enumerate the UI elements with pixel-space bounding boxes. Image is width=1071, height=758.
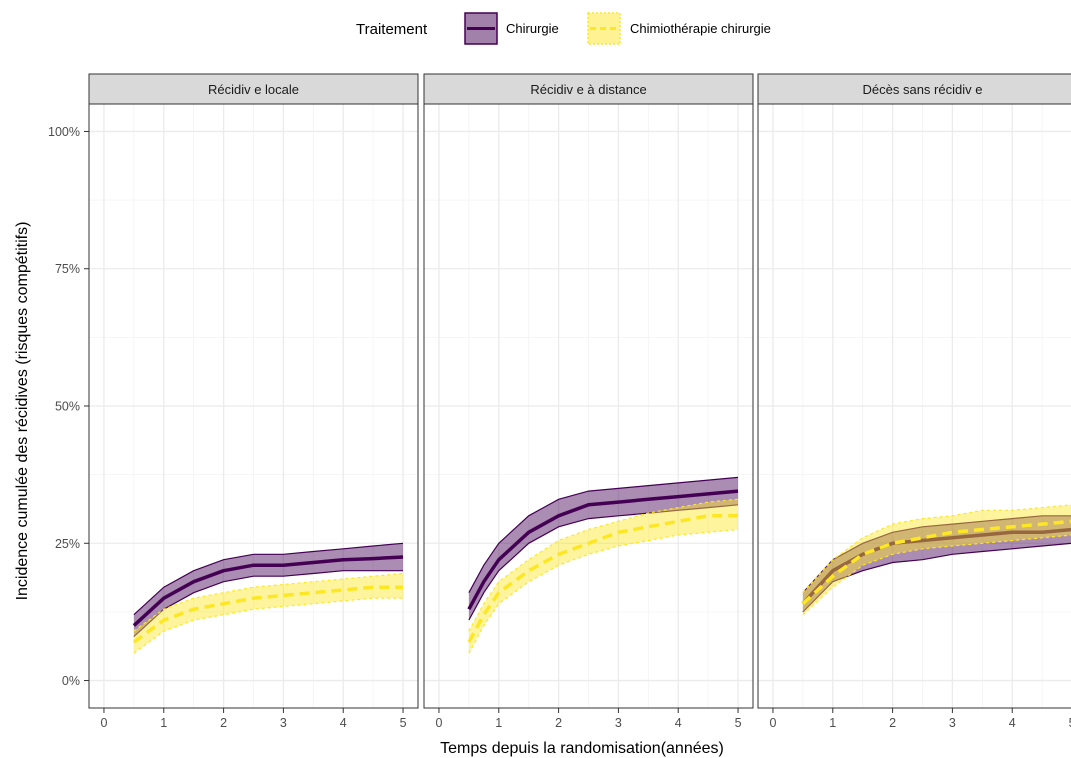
x-tick-label: 0 bbox=[769, 716, 776, 730]
x-axis-title: Temps depuis la randomisation(années) bbox=[440, 740, 724, 757]
panel-border bbox=[423, 103, 754, 709]
band-upper-edge bbox=[802, 515, 1071, 594]
x-tick-label: 5 bbox=[735, 716, 742, 730]
series-chirurgie bbox=[132, 542, 404, 638]
x-tick-label: 2 bbox=[889, 716, 896, 730]
estimate-line bbox=[467, 489, 739, 611]
estimate-line bbox=[801, 519, 1071, 605]
band-lower-edge bbox=[133, 597, 403, 654]
band-lower-edge bbox=[468, 528, 739, 654]
estimate-line bbox=[132, 585, 403, 644]
confidence-band bbox=[133, 573, 403, 654]
x-tick-label: 0 bbox=[435, 716, 442, 730]
x-tick-label: 3 bbox=[949, 716, 956, 730]
x-tick-label: 4 bbox=[1009, 716, 1016, 730]
legend: Traitement Chirurgie Chimiothérapie chir… bbox=[356, 12, 771, 45]
band-upper-edge bbox=[468, 498, 739, 632]
y-axis: 0% 25% 50% 75% 100% bbox=[48, 125, 89, 688]
facet-panel-1: Récidiv e locale 0 1 2 3 4 5 bbox=[88, 73, 419, 730]
x-tick-label: 3 bbox=[280, 716, 287, 730]
x-tick-label: 1 bbox=[160, 716, 167, 730]
x-tick-label: 2 bbox=[555, 716, 562, 730]
band-lower-edge bbox=[468, 504, 739, 621]
band-upper-edge bbox=[133, 542, 404, 616]
confidence-band bbox=[802, 515, 1071, 612]
strip-label: Récidiv e locale bbox=[208, 82, 299, 97]
series-chimiotherapie-chirurgie bbox=[132, 572, 404, 654]
y-tick-label: 100% bbox=[48, 125, 80, 139]
estimate-line bbox=[132, 555, 404, 627]
y-tick-label: 0% bbox=[62, 674, 80, 688]
confidence-band bbox=[802, 504, 1071, 615]
x-tick-label: 1 bbox=[495, 716, 502, 730]
strip-label: Récidiv e à distance bbox=[530, 82, 646, 97]
gridlines bbox=[758, 104, 1071, 708]
series-chirurgie bbox=[467, 476, 739, 621]
y-axis-title: Incidence cumulée des récidives (risques… bbox=[14, 222, 31, 601]
band-lower-edge bbox=[133, 570, 403, 638]
legend-key-chimio bbox=[587, 12, 621, 45]
gridlines bbox=[424, 104, 753, 708]
legend-key-chirurgie bbox=[464, 12, 498, 45]
x-tick-label: 4 bbox=[340, 716, 347, 730]
legend-label-chirurgie: Chirurgie bbox=[506, 21, 559, 36]
x-tick-label: 4 bbox=[675, 716, 682, 730]
x-tick-label: 1 bbox=[829, 716, 836, 730]
estimate-line bbox=[801, 527, 1071, 605]
legend-label-chimio: Chimiothérapie chirurgie bbox=[630, 21, 771, 36]
series-chirurgie bbox=[801, 515, 1071, 613]
facet-panel-3: Décès sans récidiv e 0 1 2 3 4 5 bbox=[757, 73, 1071, 730]
x-tick-label: 0 bbox=[100, 716, 107, 730]
estimate-line bbox=[467, 514, 738, 643]
confidence-band bbox=[133, 543, 403, 637]
legend-title: Traitement bbox=[356, 21, 428, 38]
panel-border bbox=[757, 103, 1071, 709]
y-tick-label: 75% bbox=[55, 262, 80, 276]
strip-label: Décès sans récidiv e bbox=[863, 82, 983, 97]
strip-background bbox=[757, 73, 1071, 105]
band-lower-edge bbox=[802, 542, 1071, 613]
x-tick-label: 2 bbox=[220, 716, 227, 730]
series-chimiotherapie-chirurgie bbox=[467, 498, 739, 654]
y-tick-label: 25% bbox=[55, 537, 80, 551]
band-upper-edge bbox=[133, 572, 404, 632]
band-upper-edge bbox=[468, 476, 739, 593]
x-tick-label: 5 bbox=[400, 716, 407, 730]
strip-background bbox=[423, 73, 754, 105]
x-tick-label: 3 bbox=[615, 716, 622, 730]
facet-panel-2: Récidiv e à distance 0 1 2 3 4 5 bbox=[423, 73, 754, 730]
x-tick-label: 5 bbox=[1069, 716, 1071, 730]
y-tick-label: 50% bbox=[55, 400, 80, 414]
confidence-band bbox=[468, 477, 738, 621]
series-chimiotherapie-chirurgie bbox=[801, 504, 1071, 616]
gridlines bbox=[89, 104, 418, 708]
